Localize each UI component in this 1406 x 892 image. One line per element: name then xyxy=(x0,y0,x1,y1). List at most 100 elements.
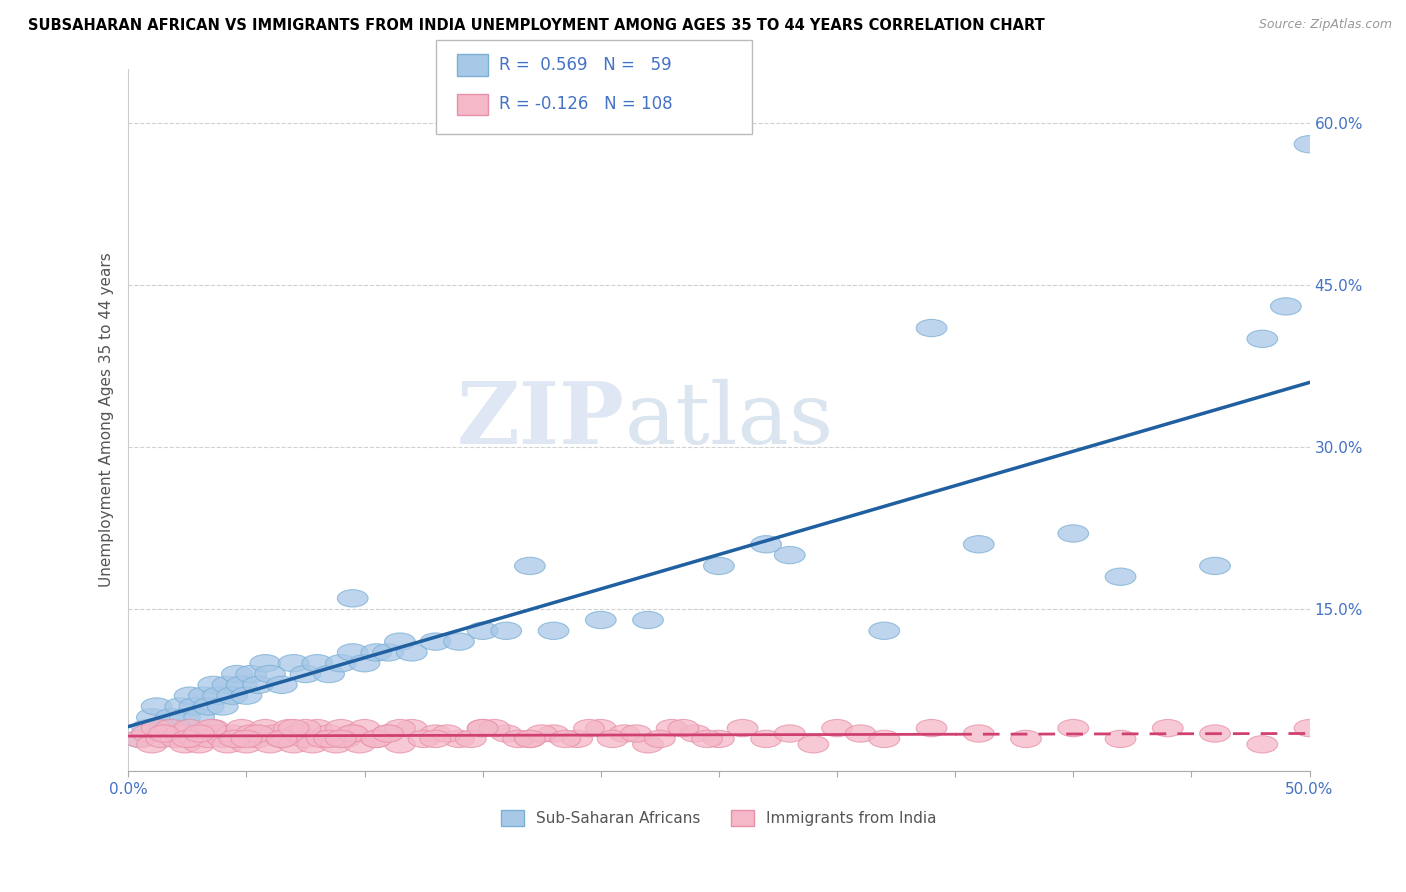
Ellipse shape xyxy=(515,558,546,574)
Ellipse shape xyxy=(491,725,522,742)
Ellipse shape xyxy=(125,731,156,747)
Ellipse shape xyxy=(385,633,415,650)
Ellipse shape xyxy=(236,665,267,682)
Ellipse shape xyxy=(621,725,651,742)
Ellipse shape xyxy=(1105,731,1136,747)
Ellipse shape xyxy=(326,731,356,747)
Ellipse shape xyxy=(156,708,186,726)
Ellipse shape xyxy=(254,665,285,682)
Ellipse shape xyxy=(550,731,581,747)
Ellipse shape xyxy=(307,731,337,747)
Ellipse shape xyxy=(751,731,782,747)
Ellipse shape xyxy=(243,731,274,747)
Ellipse shape xyxy=(917,319,946,336)
Ellipse shape xyxy=(1247,736,1278,753)
Ellipse shape xyxy=(170,736,200,753)
Ellipse shape xyxy=(703,731,734,747)
Ellipse shape xyxy=(420,725,451,742)
Ellipse shape xyxy=(609,725,640,742)
Ellipse shape xyxy=(845,725,876,742)
Ellipse shape xyxy=(515,731,546,747)
Ellipse shape xyxy=(314,725,344,742)
Ellipse shape xyxy=(208,731,238,747)
Ellipse shape xyxy=(373,644,404,661)
Ellipse shape xyxy=(668,720,699,737)
Ellipse shape xyxy=(349,655,380,672)
Ellipse shape xyxy=(160,720,191,737)
Ellipse shape xyxy=(250,720,281,737)
Ellipse shape xyxy=(444,731,474,747)
Ellipse shape xyxy=(179,698,209,715)
Ellipse shape xyxy=(337,590,368,607)
Ellipse shape xyxy=(174,720,205,737)
Legend: Sub-Saharan Africans, Immigrants from India: Sub-Saharan Africans, Immigrants from In… xyxy=(494,803,945,834)
Ellipse shape xyxy=(160,731,191,747)
Ellipse shape xyxy=(692,731,723,747)
Ellipse shape xyxy=(184,736,215,753)
Ellipse shape xyxy=(408,731,439,747)
Ellipse shape xyxy=(290,665,321,682)
Ellipse shape xyxy=(193,731,224,747)
Ellipse shape xyxy=(1011,731,1042,747)
Ellipse shape xyxy=(775,547,806,564)
Ellipse shape xyxy=(526,725,557,742)
Ellipse shape xyxy=(1153,720,1182,737)
Text: SUBSAHARAN AFRICAN VS IMMIGRANTS FROM INDIA UNEMPLOYMENT AMONG AGES 35 TO 44 YEA: SUBSAHARAN AFRICAN VS IMMIGRANTS FROM IN… xyxy=(28,18,1045,33)
Ellipse shape xyxy=(179,731,209,747)
Ellipse shape xyxy=(212,676,243,693)
Ellipse shape xyxy=(136,708,167,726)
Ellipse shape xyxy=(274,720,304,737)
Ellipse shape xyxy=(538,725,569,742)
Ellipse shape xyxy=(727,720,758,737)
Ellipse shape xyxy=(385,736,415,753)
Ellipse shape xyxy=(283,725,314,742)
Ellipse shape xyxy=(703,558,734,574)
Ellipse shape xyxy=(349,720,380,737)
Ellipse shape xyxy=(290,720,321,737)
Ellipse shape xyxy=(326,655,356,672)
Ellipse shape xyxy=(821,720,852,737)
Ellipse shape xyxy=(170,708,200,726)
Ellipse shape xyxy=(150,725,181,742)
Ellipse shape xyxy=(321,736,352,753)
Ellipse shape xyxy=(198,720,229,737)
Ellipse shape xyxy=(1247,330,1278,348)
Ellipse shape xyxy=(361,731,392,747)
Ellipse shape xyxy=(278,736,309,753)
Text: R = -0.126   N = 108: R = -0.126 N = 108 xyxy=(499,95,672,113)
Ellipse shape xyxy=(799,736,828,753)
Ellipse shape xyxy=(217,687,247,705)
Ellipse shape xyxy=(278,655,309,672)
Ellipse shape xyxy=(202,687,233,705)
Ellipse shape xyxy=(222,731,252,747)
Ellipse shape xyxy=(231,687,262,705)
Ellipse shape xyxy=(574,720,605,737)
Ellipse shape xyxy=(1199,558,1230,574)
Ellipse shape xyxy=(141,720,172,737)
Ellipse shape xyxy=(243,725,274,742)
Ellipse shape xyxy=(1057,524,1088,542)
Ellipse shape xyxy=(337,725,368,742)
Ellipse shape xyxy=(681,725,710,742)
Ellipse shape xyxy=(231,736,262,753)
Ellipse shape xyxy=(202,725,233,742)
Ellipse shape xyxy=(125,731,156,747)
Ellipse shape xyxy=(1294,136,1324,153)
Ellipse shape xyxy=(396,644,427,661)
Text: atlas: atlas xyxy=(624,378,834,461)
Text: Source: ZipAtlas.com: Source: ZipAtlas.com xyxy=(1258,18,1392,31)
Ellipse shape xyxy=(585,720,616,737)
Ellipse shape xyxy=(598,731,628,747)
Ellipse shape xyxy=(491,622,522,640)
Ellipse shape xyxy=(1294,720,1324,737)
Ellipse shape xyxy=(259,725,290,742)
Ellipse shape xyxy=(314,665,344,682)
Ellipse shape xyxy=(208,698,238,715)
Ellipse shape xyxy=(165,698,195,715)
Ellipse shape xyxy=(337,725,368,742)
Ellipse shape xyxy=(963,535,994,553)
Ellipse shape xyxy=(644,731,675,747)
Ellipse shape xyxy=(231,731,262,747)
Ellipse shape xyxy=(373,725,404,742)
Ellipse shape xyxy=(633,611,664,629)
